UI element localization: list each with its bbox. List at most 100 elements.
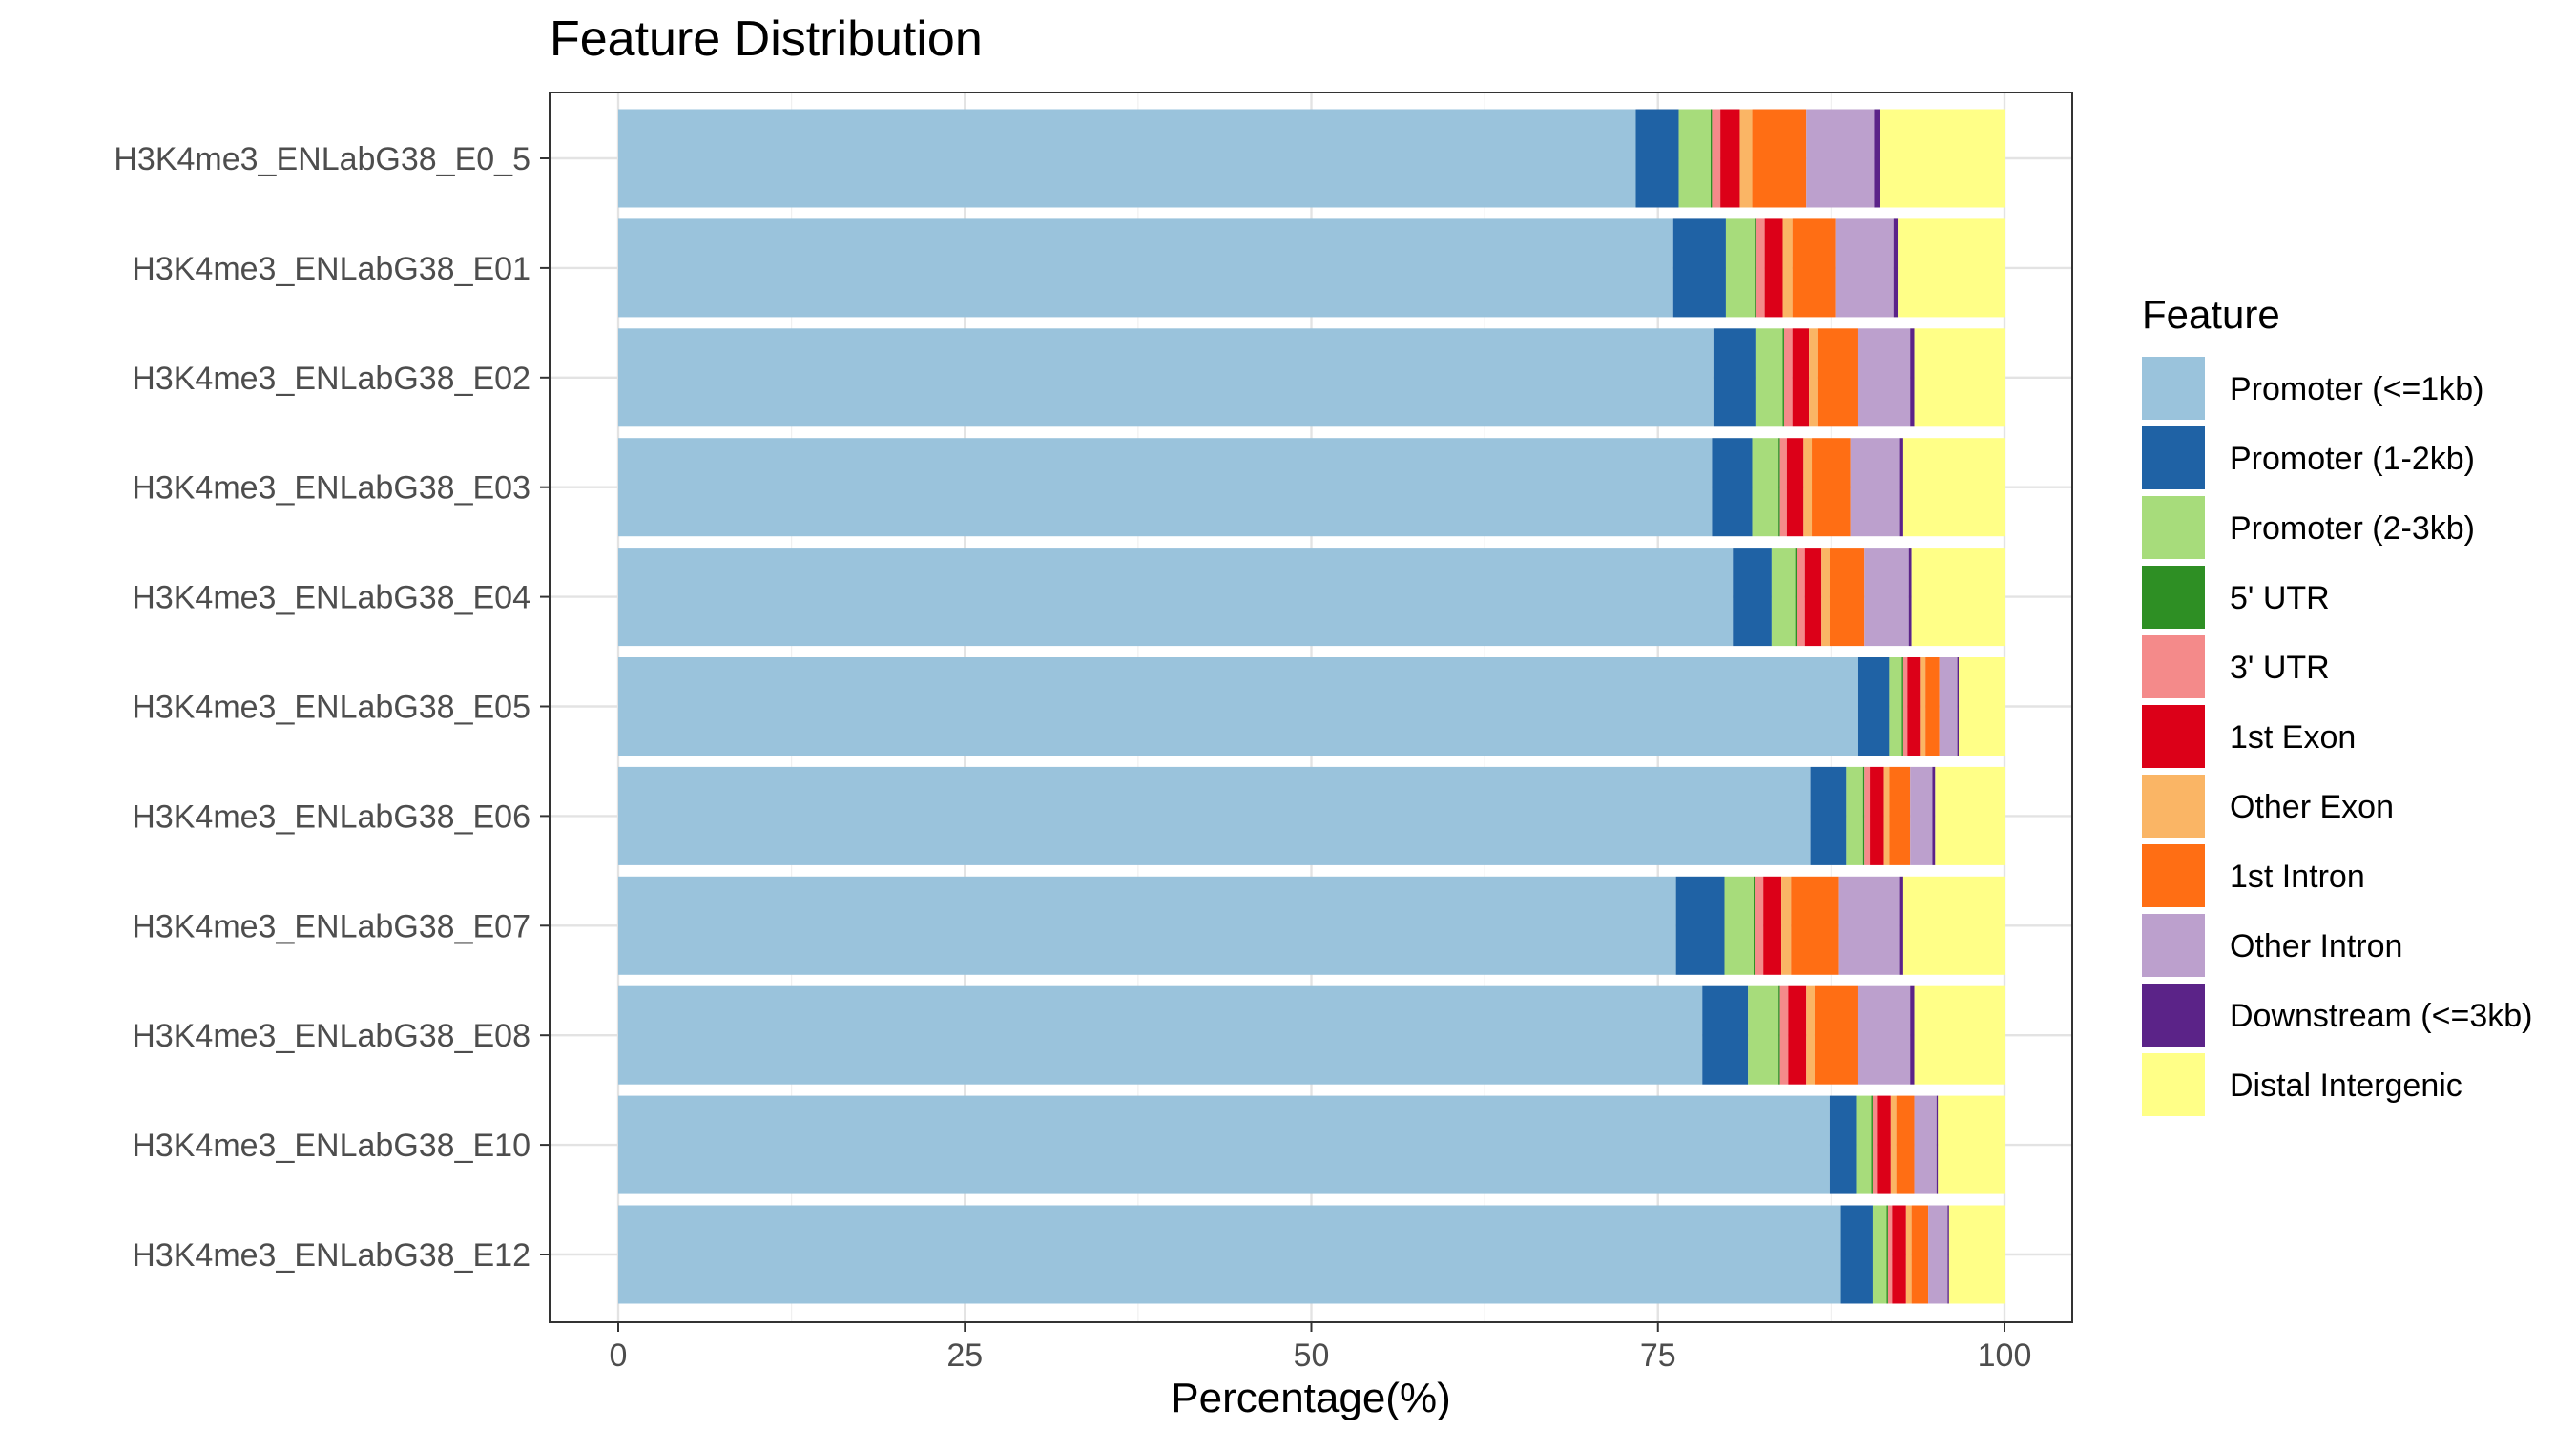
bar-segment: [1914, 985, 2005, 1085]
bar-segment: [1795, 548, 1797, 647]
bar-segment: [1886, 1205, 1888, 1304]
bar-segment: [1810, 766, 1847, 865]
legend-key: [2142, 775, 2205, 838]
bar-segment: [1788, 985, 1807, 1085]
bar-segment: [1920, 657, 1926, 756]
category-label: H3K4me3_ENLabG38_E02: [132, 361, 530, 397]
chart-title: Feature Distribution: [550, 11, 983, 67]
legend-key: [2142, 844, 2205, 907]
bar-segment: [1856, 1095, 1872, 1194]
bar-segment: [1809, 328, 1818, 427]
x-tick-label: 100: [1978, 1337, 2032, 1374]
legend-label: 3' UTR: [2230, 650, 2330, 686]
legend-key: [2142, 705, 2205, 768]
bar-segment: [1870, 766, 1884, 865]
bar-segment: [1899, 438, 1903, 537]
legend-label: 1st Exon: [2230, 719, 2356, 756]
bar-segment: [1713, 328, 1756, 427]
bar-segment: [1883, 766, 1890, 865]
legend-label: Promoter (1-2kb): [2230, 441, 2475, 477]
bar-segment: [1899, 876, 1903, 975]
bar-segment: [1893, 218, 1899, 318]
x-axis: 0 25 50 75 100: [610, 1322, 2032, 1374]
legend-label: Other Intron: [2230, 928, 2402, 964]
bar-segment: [1806, 109, 1875, 208]
bar-segment: [1779, 438, 1787, 537]
bar-segment: [1872, 1095, 1878, 1194]
bar-segment: [1902, 438, 2005, 537]
bar-segment: [1908, 548, 1912, 647]
bar-segment: [1880, 109, 2005, 208]
bar-segment: [1702, 985, 1749, 1085]
bar-segment: [1739, 109, 1753, 208]
bar-segment: [1779, 985, 1789, 1085]
bar-segment: [1877, 1095, 1891, 1194]
bar-segment: [618, 218, 1673, 318]
bar-segment: [1936, 1095, 1939, 1194]
bar-segment: [1792, 328, 1810, 427]
bar-segment: [1871, 1095, 1873, 1194]
bar-segment: [1914, 1095, 1937, 1194]
bar-segment: [1678, 109, 1711, 208]
legend-label: Distal Intergenic: [2230, 1067, 2462, 1104]
bar-group: [618, 876, 2005, 975]
bar-segment: [1712, 109, 1721, 208]
bar-segment: [1782, 328, 1784, 427]
bar-group: [618, 218, 2005, 318]
bar-segment: [618, 766, 1811, 865]
x-tick-label: 0: [610, 1337, 628, 1374]
bar-segment: [1675, 876, 1725, 975]
bar-segment: [1857, 328, 1911, 427]
bar-segment: [1910, 985, 1915, 1085]
bar-segment: [1814, 985, 1858, 1085]
bar-segment: [1752, 109, 1807, 208]
bar-segment: [1752, 438, 1779, 537]
x-tick-label: 50: [1294, 1337, 1330, 1374]
bar-segment: [1925, 657, 1940, 756]
bar-segment: [1672, 218, 1726, 318]
category-label: H3K4me3_ENLabG38_E05: [132, 690, 530, 726]
bar-segment: [1803, 438, 1813, 537]
stacked-bars: [618, 109, 2005, 1304]
bar-segment: [1901, 657, 1903, 756]
bar-segment: [1935, 766, 2005, 865]
bar-segment: [1792, 218, 1836, 318]
bar-segment: [1959, 657, 2005, 756]
bar-group: [618, 657, 2005, 756]
category-label: H3K4me3_ENLabG38_E01: [132, 251, 530, 287]
bar-segment: [618, 438, 1713, 537]
bar-segment: [1821, 548, 1830, 647]
bar-segment: [1850, 438, 1900, 537]
x-tick-label: 75: [1640, 1337, 1676, 1374]
legend-label: Promoter (<=1kb): [2230, 371, 2483, 407]
bar-segment: [1804, 548, 1822, 647]
bar-segment: [1725, 218, 1755, 318]
bar-segment: [1840, 1205, 1873, 1304]
bar-segment: [1724, 876, 1755, 975]
bar-segment: [1938, 1095, 2005, 1194]
bar-segment: [1835, 218, 1894, 318]
bar-segment: [618, 548, 1734, 647]
bar-segment: [618, 876, 1676, 975]
bar-segment: [1829, 548, 1865, 647]
bar-segment: [1748, 985, 1779, 1085]
bar-segment: [1806, 985, 1815, 1085]
category-label: H3K4me3_ENLabG38_E03: [132, 470, 530, 507]
bar-segment: [1902, 876, 2005, 975]
bar-segment: [1763, 876, 1782, 975]
bar-segment: [1755, 328, 1783, 427]
bar-segment: [618, 985, 1703, 1085]
bar-segment: [1754, 876, 1755, 975]
bar-segment: [618, 328, 1714, 427]
bar-segment: [1778, 438, 1780, 537]
bar-segment: [1812, 438, 1851, 537]
bar-segment: [1896, 1095, 1915, 1194]
bar-segment: [1957, 657, 1960, 756]
bar-group: [618, 548, 2005, 647]
bar-segment: [1947, 1205, 1949, 1304]
category-label: H3K4me3_ENLabG38_E10: [132, 1128, 530, 1164]
x-axis-title: Percentage(%): [1171, 1375, 1450, 1421]
legend-key: [2142, 914, 2205, 977]
bar-segment: [1872, 1205, 1887, 1304]
